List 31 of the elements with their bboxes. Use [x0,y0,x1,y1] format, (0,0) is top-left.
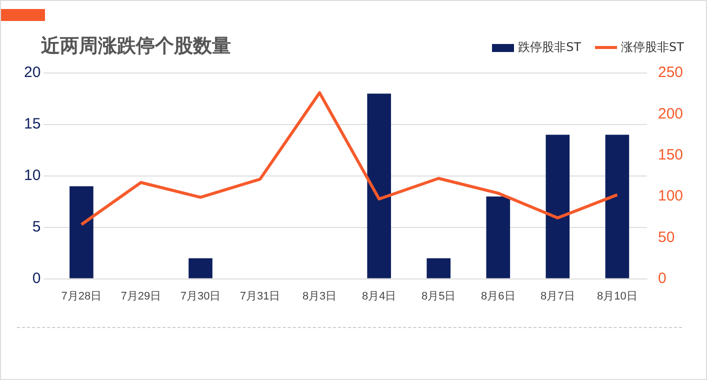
bar [367,94,391,278]
x-tick-label: 7月28日 [61,290,102,302]
y-tick-label: 15 [24,116,41,133]
bar [70,186,94,278]
y-tick-label: 20 [24,64,41,82]
x-tick-label: 8月10日 [597,290,638,302]
x-tick-label: 8月7日 [540,290,575,302]
bar [605,134,630,278]
y-tick-label: 0 [32,270,41,287]
x-tick-label: 7月30日 [180,290,221,302]
x-tick-label: 8月5日 [421,290,456,302]
bar [426,258,451,278]
legend-label: 涨停股非ST [620,39,684,56]
y2-tick-label: 0 [658,270,666,287]
bar [486,196,510,278]
y2-tick-label: 100 [658,188,684,205]
y-tick-label: 10 [24,167,41,184]
x-tick-label: 7月31日 [240,290,280,302]
bar [546,134,570,278]
x-tick-label: 7月29日 [120,290,162,302]
y2-tick-label: 250 [658,64,684,82]
bar [188,258,212,278]
y2-tick-label: 200 [658,105,684,122]
x-tick-label: 8月6日 [481,290,516,302]
y2-tick-label: 50 [658,228,675,246]
legend-label: 跌停股非ST [517,39,582,56]
y-tick-label: 5 [32,218,41,236]
x-tick-label: 8月3日 [302,290,337,302]
chart-title: 近两周涨跌停个股数量 [41,34,231,59]
y2-tick-label: 150 [658,146,684,164]
x-tick-label: 8月4日 [362,290,396,302]
